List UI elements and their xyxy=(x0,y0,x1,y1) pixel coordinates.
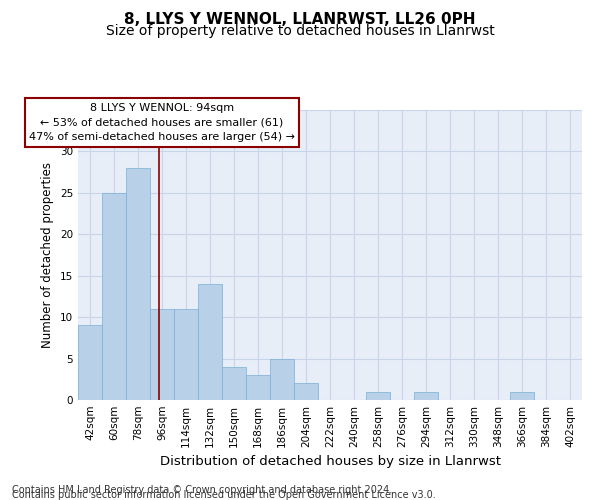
Text: Size of property relative to detached houses in Llanrwst: Size of property relative to detached ho… xyxy=(106,24,494,38)
Text: 8, LLYS Y WENNOL, LLANRWST, LL26 0PH: 8, LLYS Y WENNOL, LLANRWST, LL26 0PH xyxy=(124,12,476,28)
Bar xyxy=(174,309,198,400)
Y-axis label: Number of detached properties: Number of detached properties xyxy=(41,162,55,348)
Bar xyxy=(198,284,222,400)
Bar xyxy=(126,168,150,400)
Bar xyxy=(414,392,438,400)
Bar xyxy=(78,326,102,400)
X-axis label: Distribution of detached houses by size in Llanrwst: Distribution of detached houses by size … xyxy=(160,456,500,468)
Text: 8 LLYS Y WENNOL: 94sqm
← 53% of detached houses are smaller (61)
47% of semi-det: 8 LLYS Y WENNOL: 94sqm ← 53% of detached… xyxy=(29,102,295,142)
Bar xyxy=(222,367,246,400)
Bar xyxy=(246,375,270,400)
Text: Contains public sector information licensed under the Open Government Licence v3: Contains public sector information licen… xyxy=(12,490,436,500)
Bar xyxy=(294,384,318,400)
Text: Contains HM Land Registry data © Crown copyright and database right 2024.: Contains HM Land Registry data © Crown c… xyxy=(12,485,392,495)
Bar xyxy=(102,193,126,400)
Bar xyxy=(150,309,174,400)
Bar xyxy=(270,358,294,400)
Bar xyxy=(366,392,390,400)
Bar xyxy=(510,392,534,400)
